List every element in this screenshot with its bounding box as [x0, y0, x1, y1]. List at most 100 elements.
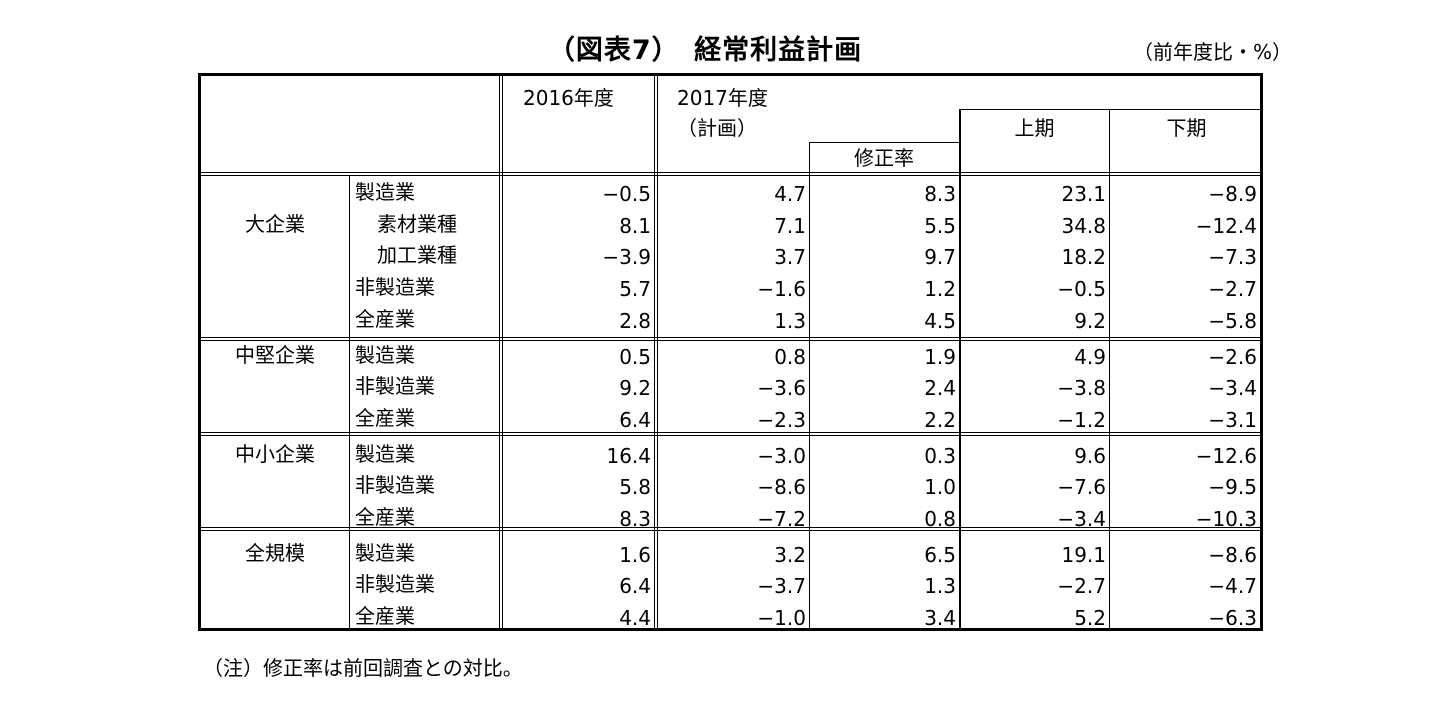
table-cell: 1.6 [619, 542, 651, 567]
divider [809, 142, 810, 628]
table-cell: −2.3 [757, 407, 806, 432]
table-cell: −8.6 [757, 475, 806, 500]
table-cell: 1.3 [774, 308, 806, 333]
table-cell: 1.3 [924, 574, 956, 599]
table-cell: −4.7 [1208, 574, 1257, 599]
group-label: 全規模 [245, 540, 305, 565]
table-cell: 6.4 [619, 407, 651, 432]
table-cell: 9.6 [1074, 443, 1106, 468]
table-cell: 5.8 [619, 475, 651, 500]
table-cell: 7.1 [774, 213, 806, 238]
row-label: 全産業 [355, 505, 415, 529]
table-cell: 3.2 [774, 542, 806, 567]
divider [657, 76, 658, 628]
table-cell: 16.4 [606, 443, 651, 468]
row-label: 非製造業 [355, 572, 435, 597]
table-cell: 4.9 [1074, 344, 1106, 369]
row-label: 製造業 [355, 441, 415, 466]
table-cell: −6.3 [1208, 606, 1257, 631]
table-cell: −3.1 [1208, 407, 1257, 432]
header-2016: 2016年度 [523, 86, 614, 110]
header-2017: 2017年度 [677, 86, 768, 110]
row-label: 製造業 [355, 180, 415, 204]
divider [201, 432, 1263, 433]
table-cell: −8.9 [1208, 182, 1257, 206]
table-cell: 3.4 [924, 606, 956, 631]
table-cell: −12.6 [1195, 443, 1257, 468]
divider [201, 340, 1263, 341]
row-label: 素材業種 [377, 211, 457, 236]
header-second-half: 下期 [1166, 116, 1207, 140]
table-cell: −12.4 [1195, 213, 1257, 238]
divider [201, 337, 1263, 338]
table-cell: −7.2 [757, 507, 806, 531]
divider [959, 109, 1263, 110]
row-label: 非製造業 [355, 473, 435, 498]
table-cell: −1.6 [757, 277, 806, 302]
row-label: 全産業 [355, 405, 415, 430]
table-cell: −8.6 [1208, 542, 1257, 567]
header-revision: 修正率 [854, 146, 914, 170]
table-cell: 1.0 [924, 475, 956, 500]
row-label: 非製造業 [355, 374, 435, 399]
group-label: 中小企業 [235, 441, 315, 466]
table-cell: 23.1 [1061, 182, 1106, 206]
table-cell: 18.2 [1061, 245, 1106, 270]
group-label: 中堅企業 [235, 342, 315, 367]
divider [201, 175, 1263, 176]
table-cell: −3.0 [757, 443, 806, 468]
table-cell: 4.5 [924, 308, 956, 333]
divider [349, 176, 350, 628]
table-cell: −1.0 [757, 606, 806, 631]
table-cell: −2.7 [1057, 574, 1106, 599]
divider [654, 76, 655, 628]
table-cell: −5.8 [1208, 308, 1257, 333]
table-cell: 6.5 [924, 542, 956, 567]
table-cell: −3.8 [1057, 376, 1106, 401]
table-cell: 8.3 [924, 182, 956, 206]
table-cell: 8.3 [619, 507, 651, 531]
row-label: 製造業 [355, 540, 415, 565]
page-title: （図表7） 経常利益計画 [547, 35, 863, 66]
table-cell: 4.7 [774, 182, 806, 206]
table-cell: −3.6 [757, 376, 806, 401]
table-cell: 5.2 [1074, 606, 1106, 631]
table-cell: 1.9 [924, 344, 956, 369]
table-cell: −1.2 [1057, 407, 1106, 432]
table-cell: 0.8 [924, 507, 956, 531]
table-cell: −10.3 [1195, 507, 1257, 531]
table-cell: −7.6 [1057, 475, 1106, 500]
table-cell: −0.5 [1057, 277, 1106, 302]
row-label: 非製造業 [355, 275, 435, 300]
divider [1109, 110, 1110, 628]
row-label: 全産業 [355, 604, 415, 629]
group-label: 大企業 [245, 211, 305, 236]
table-cell: 0.3 [924, 443, 956, 468]
unit-label: （前年度比・%） [1132, 40, 1292, 64]
table-cell: 6.4 [619, 574, 651, 599]
table-cell: 1.2 [924, 277, 956, 302]
table-cell: 2.8 [619, 308, 651, 333]
divider [499, 76, 500, 628]
profit-plan-table: 2016年度 2017年度 （計画） 修正率 上期 下期 大企業 製造業 −0.5 4… [198, 73, 1263, 631]
row-label: 製造業 [355, 342, 415, 367]
row-label: 全産業 [355, 306, 415, 331]
table-cell: 5.7 [619, 277, 651, 302]
divider [201, 172, 1263, 173]
table-cell: 3.7 [774, 245, 806, 270]
table-cell: 0.5 [619, 344, 651, 369]
table-cell: −2.6 [1208, 344, 1257, 369]
table-cell: −0.5 [602, 182, 651, 206]
table-cell: −3.9 [602, 245, 651, 270]
table-cell: −3.4 [1208, 376, 1257, 401]
table-cell: −9.5 [1208, 475, 1257, 500]
table-cell: 4.4 [619, 606, 651, 631]
table-cell: −3.4 [1057, 507, 1106, 531]
table-cell: 5.5 [924, 213, 956, 238]
header-first-half: 上期 [1014, 116, 1055, 140]
table-cell: 19.1 [1061, 542, 1106, 567]
row-label: 加工業種 [377, 243, 457, 268]
table-cell: 8.1 [619, 213, 651, 238]
table-cell: 0.8 [774, 344, 806, 369]
table-cell: 2.4 [924, 376, 956, 401]
